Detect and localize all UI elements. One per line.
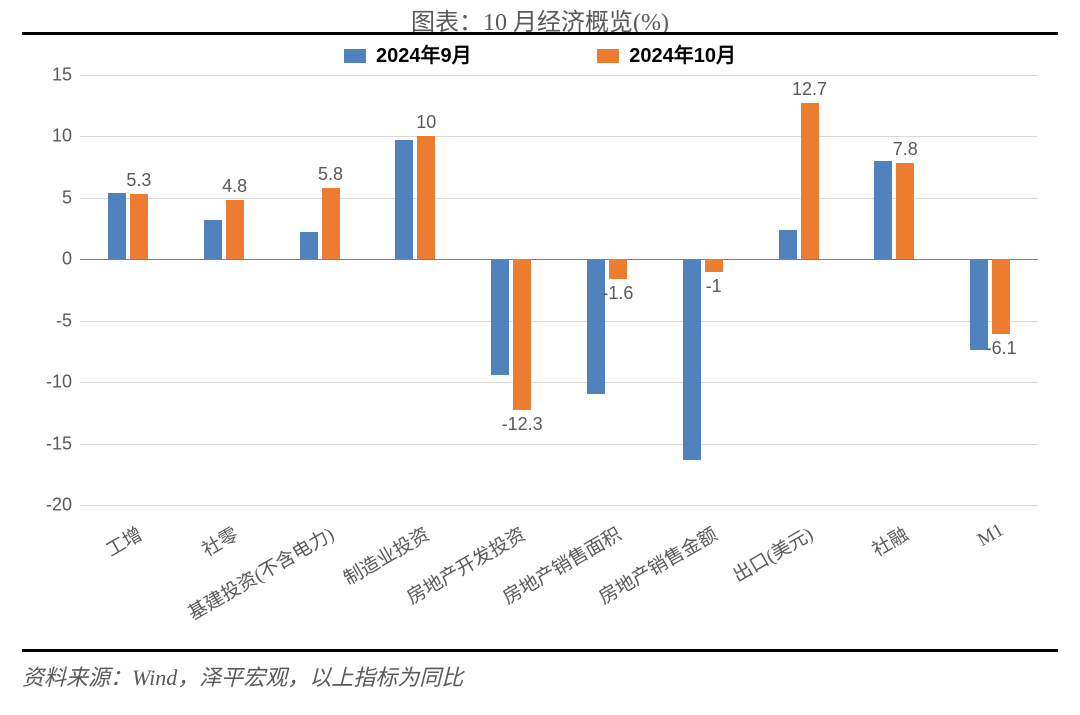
bar	[322, 188, 340, 259]
bar	[970, 259, 988, 350]
category-label: 社零	[196, 520, 242, 562]
y-tick-label: 0	[32, 249, 72, 270]
legend-item-1: 2024年10月	[597, 39, 736, 68]
y-tick-label: -10	[32, 372, 72, 393]
grid-line	[80, 75, 1038, 76]
y-tick-label: -15	[32, 433, 72, 454]
category-label: 工增	[100, 520, 146, 562]
category-label: M1	[974, 519, 1008, 551]
legend-label-0: 2024年9月	[376, 45, 472, 67]
bar	[108, 193, 126, 259]
grid-line	[80, 321, 1038, 322]
value-label: -1.6	[602, 283, 633, 304]
axis-zero-line	[80, 259, 1038, 260]
grid-line	[80, 444, 1038, 445]
bar	[992, 259, 1010, 334]
value-label: -6.1	[986, 338, 1017, 359]
value-label: 12.7	[792, 79, 827, 100]
y-tick-label: 5	[32, 187, 72, 208]
bar	[587, 259, 605, 394]
grid-line	[80, 136, 1038, 137]
y-tick-label: -5	[32, 310, 72, 331]
chart-container: 图表：10 月经济概览(%) 2024年9月 2024年10月 -20-15-1…	[0, 0, 1080, 715]
bar	[896, 163, 914, 259]
bar	[300, 232, 318, 259]
plot-area: -20-15-10-50510155.34.85.810-12.3-1.6-11…	[80, 75, 1038, 505]
chart-frame: 2024年9月 2024年10月 -20 -15 -10 -5 0 5 10 15 5.3 4.8…	[22, 32, 1058, 652]
bar	[705, 259, 723, 271]
value-label: 5.8	[318, 164, 343, 185]
value-label: 7.8	[893, 139, 918, 160]
value-label: 5.3	[126, 170, 151, 191]
source-footer: 资料来源：Wind，泽平宏观，以上指标为同比	[22, 660, 463, 692]
value-label: -12.3	[502, 414, 543, 435]
bar	[683, 259, 701, 459]
y-tick-label: 10	[32, 126, 72, 147]
bar	[130, 194, 148, 259]
bar	[226, 200, 244, 259]
bar	[874, 161, 892, 259]
category-label: 出口(美元)	[727, 520, 817, 588]
legend-label-1: 2024年10月	[629, 45, 736, 67]
bar	[513, 259, 531, 410]
value-label: 4.8	[222, 176, 247, 197]
bar	[801, 103, 819, 259]
bar	[417, 136, 435, 259]
y-tick-label: -20	[32, 495, 72, 516]
grid-line	[80, 505, 1038, 506]
legend: 2024年9月 2024年10月	[22, 39, 1058, 68]
value-label: -1	[706, 276, 722, 297]
bar	[609, 259, 627, 279]
legend-swatch-1	[597, 49, 619, 63]
legend-swatch-0	[344, 49, 366, 63]
y-tick-label: 15	[32, 65, 72, 86]
bar	[779, 230, 797, 259]
value-label: 10	[416, 112, 436, 133]
grid-line	[80, 198, 1038, 199]
bar	[491, 259, 509, 374]
category-axis: 工增社零基建投资(不含电力)制造业投资房地产开发投资房地产销售面积房地产销售金额…	[80, 510, 1038, 650]
bar	[395, 140, 413, 259]
bar	[204, 220, 222, 259]
category-label: 社融	[867, 520, 913, 562]
legend-item-0: 2024年9月	[344, 39, 472, 68]
grid-line	[80, 382, 1038, 383]
